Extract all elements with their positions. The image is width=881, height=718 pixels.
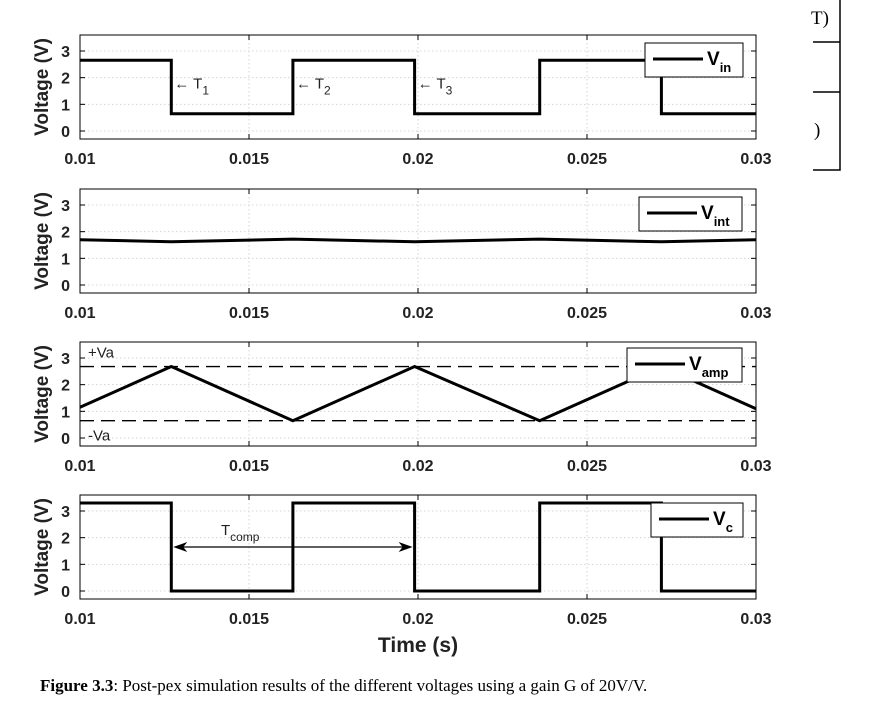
x-tick-label: 0.025 (567, 458, 607, 475)
tcomp-label-sub: comp (230, 530, 260, 544)
edge-annotation-sub: 3 (446, 83, 453, 97)
legend-label-sub: in (720, 60, 732, 75)
y-tick-label: 2 (61, 71, 70, 88)
y-tick-label: 2 (61, 225, 70, 242)
x-tick-label: 0.025 (567, 151, 607, 168)
x-tick-label: 0.015 (229, 458, 269, 475)
edge-annotation-sub: 1 (202, 83, 209, 97)
x-tick-label: 0.015 (229, 305, 269, 322)
y-tick-label: 3 (61, 504, 70, 521)
threshold-label: +Va (88, 345, 115, 362)
y-tick-label: 1 (61, 251, 70, 268)
x-tick-label: 0.01 (64, 151, 95, 168)
y-axis-label: Voltage (V) (32, 38, 53, 136)
edge-annotation-sub: 2 (324, 83, 331, 97)
x-tick-label: 0.03 (740, 305, 771, 322)
edge-annotation: ← T1 (174, 75, 209, 97)
x-tick-label: 0.03 (740, 611, 771, 628)
y-tick-label: 0 (61, 584, 70, 601)
caption-label: Figure 3.3 (40, 676, 114, 695)
x-tick-label: 0.02 (402, 305, 433, 322)
x-tick-label: 0.01 (64, 458, 95, 475)
tcomp-arrow-head-right (398, 542, 413, 552)
x-tick-label: 0.015 (229, 151, 269, 168)
side-fragment-bottom: ) (814, 120, 821, 141)
legend: Vamp (626, 347, 743, 383)
x-axis-label: Time (s) (378, 634, 458, 657)
y-tick-label: 1 (61, 97, 70, 114)
y-tick-label: 3 (61, 351, 70, 368)
legend-label-sub: amp (702, 365, 729, 380)
x-tick-label: 0.03 (740, 151, 771, 168)
y-axis-label: Voltage (V) (32, 345, 53, 443)
x-tick-label: 0.02 (402, 611, 433, 628)
legend: Vin (644, 42, 744, 78)
y-tick-label: 3 (61, 44, 70, 61)
panel-3: +Va -Va 0.01 0.015 0.02 0.025 0.03 0 1 2 3 Voltage … (32, 341, 772, 475)
threshold-label: -Va (88, 428, 111, 445)
y-tick-label: 0 (61, 278, 70, 295)
panel-2: 0.01 0.015 0.02 0.025 0.03 0 1 2 3 Voltage (V) Vin… (32, 188, 772, 322)
x-tick-label: 0.03 (740, 458, 771, 475)
legend-label-sub: int (714, 214, 731, 229)
y-tick-label: 2 (61, 531, 70, 548)
x-tick-label: 0.025 (567, 611, 607, 628)
y-tick-label: 3 (61, 198, 70, 215)
y-tick-label: 1 (61, 404, 70, 421)
side-fragment-top: T) (811, 8, 829, 29)
y-tick-label: 2 (61, 378, 70, 395)
legend: Vint (638, 196, 743, 232)
x-tick-label: 0.015 (229, 611, 269, 628)
figure-caption: Figure 3.3: Post-pex simulation results … (40, 676, 647, 696)
y-tick-label: 1 (61, 557, 70, 574)
x-tick-label: 0.02 (402, 458, 433, 475)
y-tick-label: 0 (61, 124, 70, 141)
edge-annotation: ← T3 (418, 75, 453, 97)
x-tick-label: 0.01 (64, 611, 95, 628)
page-frame-lines (813, 0, 841, 171)
y-axis-label: Voltage (V) (32, 498, 53, 596)
legend: Vc (650, 502, 744, 538)
series-line-vint (79, 237, 757, 244)
x-tick-label: 0.02 (402, 151, 433, 168)
x-tick-label: 0.025 (567, 305, 607, 322)
caption-text: : Post-pex simulation results of the dif… (113, 676, 648, 695)
legend-label-sub: c (726, 520, 733, 535)
edge-annotation: ← T2 (296, 75, 331, 97)
panel-1: 0.01 0.015 0.02 0.025 0.03 0 1 2 3 Voltage (V) Vin… (32, 34, 772, 168)
x-tick-label: 0.01 (64, 305, 95, 322)
y-tick-label: 0 (61, 431, 70, 448)
tcomp-arrow-head-left (173, 542, 188, 552)
y-axis-label: Voltage (V) (32, 192, 53, 290)
